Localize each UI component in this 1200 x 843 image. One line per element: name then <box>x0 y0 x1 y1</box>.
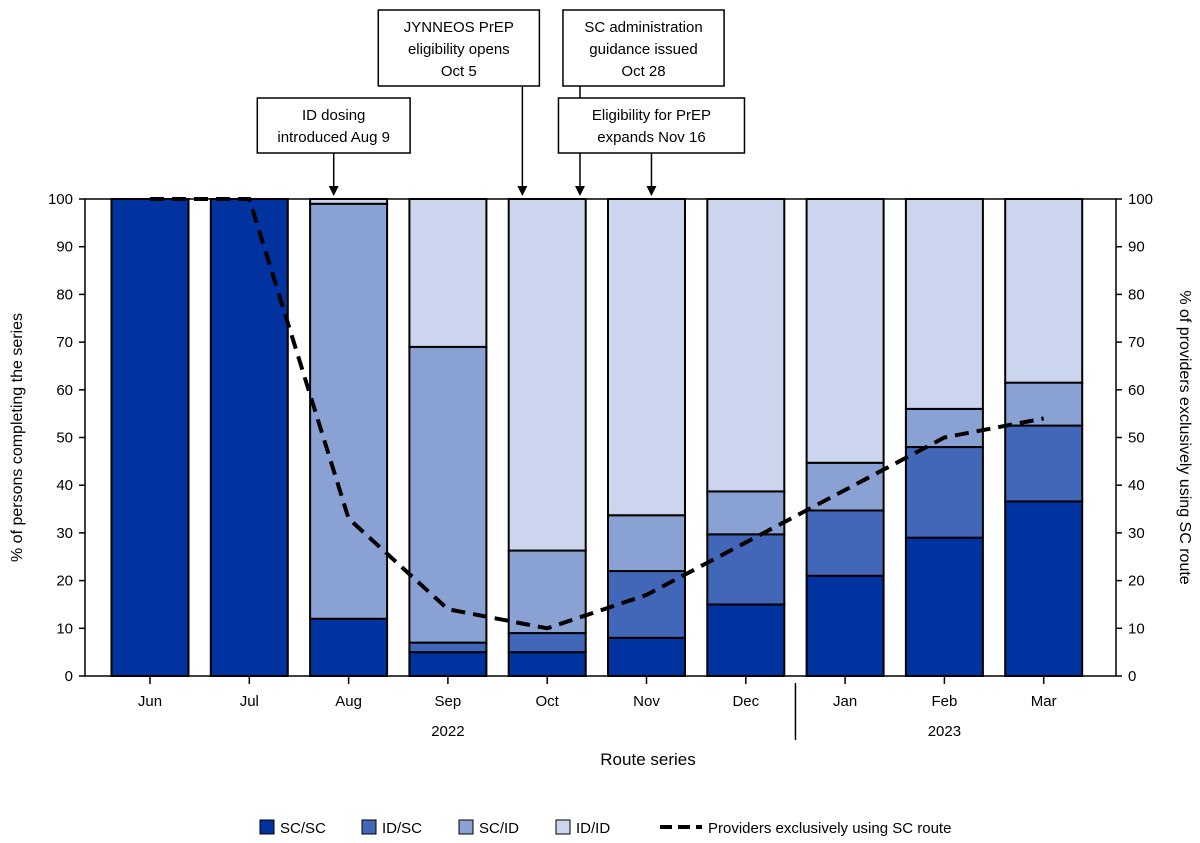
annotation-text: ID dosing <box>302 107 365 124</box>
annotation-text: guidance issued <box>589 41 697 58</box>
bar-segment-sc-id <box>607 514 686 573</box>
bar-segment-sc-sc <box>706 603 786 678</box>
legend-label: SC/SC <box>280 820 326 837</box>
bar-segment-id-id <box>904 198 984 410</box>
y-tick-label: 50 <box>56 430 73 447</box>
bar-segment-sc-sc <box>309 617 389 678</box>
y2-tick-label: 80 <box>1128 286 1145 303</box>
bar-segment-sc-sc <box>110 198 190 677</box>
legend-swatch <box>259 819 275 835</box>
y-tick-label: 90 <box>56 239 73 256</box>
bar-segment-sc-sc <box>904 536 984 677</box>
y-tick-label: 60 <box>56 382 73 399</box>
y2-tick-label: 0 <box>1128 668 1136 685</box>
bar-segment-sc-sc <box>1004 500 1084 677</box>
bar-segment-sc-sc <box>607 636 686 678</box>
y2-tick-label: 70 <box>1128 334 1145 351</box>
bar-segment-sc-id <box>904 407 984 449</box>
annotation-text: JYNNEOS PrEP <box>404 19 514 36</box>
year-label: 2023 <box>928 723 961 740</box>
x-axis-title: Route series <box>600 750 695 769</box>
x-tick-label: Oct <box>536 693 560 710</box>
bar-segment-sc-id <box>408 345 488 644</box>
legend-label: ID/SC <box>382 820 422 837</box>
bar-segment-id-id <box>607 198 686 517</box>
arrow-head-icon <box>328 186 339 196</box>
bar-segment-sc-sc <box>209 198 289 677</box>
annotation-text: introduced Aug 9 <box>277 129 390 146</box>
annotation-text: Oct 5 <box>441 63 477 80</box>
legend-label: ID/ID <box>576 820 610 837</box>
x-tick-label: Aug <box>335 693 362 710</box>
y-tick-label: 40 <box>56 477 73 494</box>
annotation-box <box>377 9 541 87</box>
legend-swatch <box>458 819 474 835</box>
arrow-head-icon <box>517 186 528 196</box>
y-tick-label: 0 <box>65 668 73 685</box>
y-tick-label: 80 <box>56 286 73 303</box>
bar-segment-id-id <box>309 198 389 205</box>
x-tick-label: Jul <box>240 693 259 710</box>
legend-swatch <box>555 819 571 835</box>
y-tick-label: 20 <box>56 573 73 590</box>
bar-segment-id-id <box>706 198 786 493</box>
x-tick-label: Mar <box>1031 693 1057 710</box>
y2-tick-label: 10 <box>1128 620 1145 637</box>
y2-tick-label: 40 <box>1128 477 1145 494</box>
year-label: 2022 <box>431 723 464 740</box>
y-tick-label: 30 <box>56 525 73 542</box>
annotation-text: expands Nov 16 <box>597 129 705 146</box>
y2-tick-label: 20 <box>1128 573 1145 590</box>
annotation-text: Eligibility for PrEP <box>592 107 711 124</box>
bar-segment-sc-sc <box>805 574 885 678</box>
y2-tick-label: 50 <box>1128 430 1145 447</box>
bar-segment-id-id <box>805 198 885 464</box>
bar-segment-id-sc <box>1004 424 1084 503</box>
y2-tick-label: 60 <box>1128 382 1145 399</box>
legend-label: Providers exclusively using SC route <box>708 820 951 837</box>
arrow-head-icon <box>646 186 657 196</box>
bar-segment-id-sc <box>706 533 786 606</box>
bar-segment-id-sc <box>805 509 885 577</box>
bar-segment-id-id <box>408 198 488 348</box>
x-tick-label: Feb <box>931 693 957 710</box>
y2-tick-label: 30 <box>1128 525 1145 542</box>
y2-tick-label: 100 <box>1128 191 1153 208</box>
annotation-box <box>557 97 746 154</box>
annotation-text: eligibility opens <box>408 41 510 58</box>
bar-segment-sc-sc <box>507 651 587 678</box>
bar-segment-sc-sc <box>408 651 488 678</box>
y-tick-label: 10 <box>56 620 73 637</box>
bar-segment-sc-id <box>706 490 786 536</box>
bar-segment-sc-id <box>309 202 389 620</box>
x-tick-label: Jun <box>138 693 162 710</box>
bar-segment-id-sc <box>408 641 488 654</box>
arrow-head-icon <box>574 186 585 196</box>
x-tick-label: Jan <box>833 693 857 710</box>
bar-segment-id-sc <box>507 632 587 654</box>
bar-segment-id-sc <box>904 446 984 539</box>
y2-axis-title: % of providers exclusively using SC rout… <box>1176 290 1193 584</box>
legend-swatch <box>361 819 377 835</box>
x-tick-label: Dec <box>732 693 759 710</box>
bar-segment-sc-id <box>507 549 587 635</box>
annotation-box <box>256 97 411 154</box>
x-tick-label: Sep <box>435 693 462 710</box>
bar-segment-id-id <box>1004 198 1084 384</box>
x-tick-label: Nov <box>633 693 660 710</box>
bar-segment-id-id <box>507 198 587 552</box>
y-tick-label: 70 <box>56 334 73 351</box>
annotation-text: SC administration <box>584 19 702 36</box>
y-axis-title: % of persons completing the series <box>9 313 26 562</box>
legend-label: SC/ID <box>479 820 519 837</box>
providers-sc-line <box>150 197 1045 631</box>
y2-tick-label: 90 <box>1128 239 1145 256</box>
annotation-text: Oct 28 <box>621 63 665 80</box>
y-tick-label: 100 <box>48 191 73 208</box>
annotation-box <box>562 9 725 87</box>
